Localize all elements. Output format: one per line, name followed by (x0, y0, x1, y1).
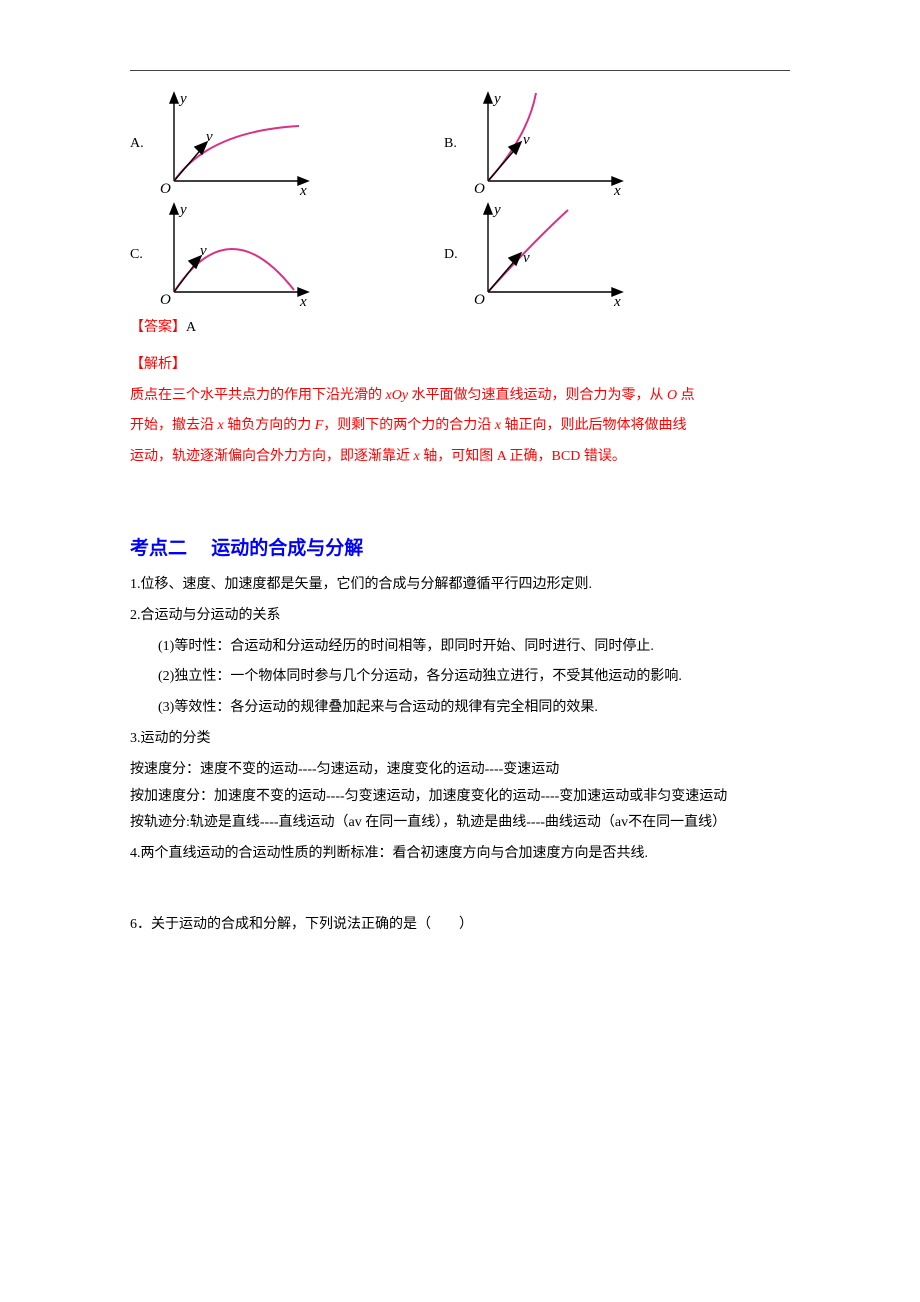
figure-b: y x O v (468, 91, 628, 196)
figure-a: y x O v (154, 91, 314, 196)
q6: 6．关于运动的合成和分解，下列说法正确的是（ ） (130, 910, 790, 941)
axis-y: y (178, 91, 187, 107)
svg-text:y: y (492, 91, 501, 107)
s2-p4: 4.两个直线运动的合运动性质的判断标准：看合初速度方向与合加速度方向是否共线. (130, 839, 790, 870)
svg-text:O: O (160, 292, 171, 307)
svg-text:y: y (178, 202, 187, 218)
figure-row-ab: A. y x O v B. y x (130, 91, 790, 196)
figure-d: y x O v (468, 202, 628, 307)
svg-text:y: y (492, 202, 501, 218)
analysis-label: 【解析】 (130, 350, 790, 381)
svg-text:O: O (474, 181, 485, 196)
svg-text:O: O (474, 292, 485, 307)
figure-c: y x O v (154, 202, 314, 307)
label-b: B. (444, 136, 468, 152)
axis-x: x (299, 183, 307, 196)
s2-p1: 1.位移、速度、加速度都是矢量，它们的合成与分解都遵循平行四边形定则. (130, 570, 790, 601)
figure-row-cd: C. y x O v D. y x O (130, 202, 790, 307)
answer-line: 【答案】A (130, 313, 790, 344)
analysis-p3: 运动，轨迹逐渐偏向合外力方向，即逐渐靠近 x 轴，可知图 A 正确，BCD 错误… (130, 442, 790, 473)
analysis-p2: 开始，撤去沿 x 轴负方向的力 F，则剩下的两个力的合力沿 x 轴正向，则此后物… (130, 411, 790, 442)
analysis-p1: 质点在三个水平共点力的作用下沿光滑的 xOy 水平面做匀速直线运动，则合力为零，… (130, 381, 790, 412)
s2-p2-3: (3)等效性：各分运动的规律叠加起来与合运动的规律有完全相同的效果. (130, 693, 790, 724)
svg-text:v: v (523, 132, 530, 148)
section-2-title: 考点二 运动的合成与分解 (130, 533, 790, 560)
s2-p3: 3.运动的分类 (130, 724, 790, 755)
label-a: A. (130, 136, 154, 152)
axis-v: v (206, 129, 213, 145)
svg-text:x: x (299, 294, 307, 307)
s2-p3-2: 按加速度分：加速度不变的运动----匀变速运动，加速度变化的运动----变加速运… (130, 786, 790, 808)
s2-p2-1: (1)等时性：合运动和分运动经历的时间相等，即同时开始、同时进行、同时停止. (130, 632, 790, 663)
page-container: A. y x O v B. y x (0, 0, 920, 1302)
s2-p3-1: 按速度分：速度不变的运动----匀速运动，速度变化的运动----变速运动 (130, 755, 790, 786)
answer-label: 【答案】 (130, 320, 186, 335)
label-d: D. (444, 247, 468, 263)
s2-p2-2: (2)独立性：一个物体同时参与几个分运动，各分运动独立进行，不受其他运动的影响. (130, 662, 790, 693)
s2-p2: 2.合运动与分运动的关系 (130, 601, 790, 632)
answer-value: A (186, 320, 196, 335)
label-c: C. (130, 247, 154, 263)
svg-text:x: x (613, 294, 621, 307)
axis-o: O (160, 181, 171, 196)
top-divider (130, 70, 790, 71)
svg-text:x: x (613, 183, 621, 196)
svg-text:v: v (523, 250, 530, 266)
svg-text:v: v (200, 243, 207, 259)
s2-p3-3: 按轨迹分:轨迹是直线----直线运动（av 在同一直线），轨迹是曲线----曲线… (130, 808, 790, 839)
